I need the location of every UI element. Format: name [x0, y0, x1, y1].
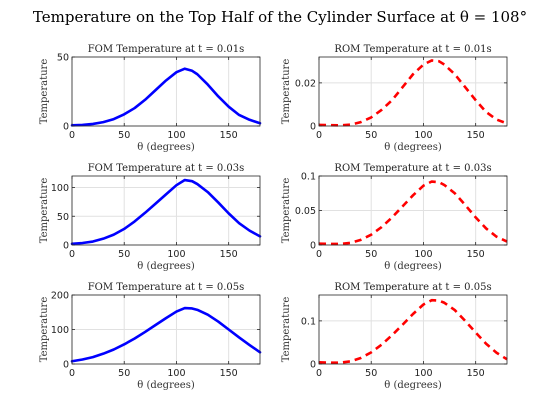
- x-tick-label: 150: [220, 130, 238, 141]
- x-tick-label: 0: [69, 368, 75, 379]
- subplot-title: ROM Temperature at t = 0.03s: [334, 163, 491, 174]
- x-axis-label: θ (degrees): [137, 380, 195, 391]
- x-tick-label: 100: [167, 249, 185, 260]
- series-line: [70, 306, 262, 363]
- x-tick-label: 150: [220, 368, 238, 379]
- y-tick-label: 0.1: [301, 316, 316, 327]
- y-tick-label: 0: [63, 241, 69, 252]
- subplot-title: ROM Temperature at t = 0.05s: [334, 282, 491, 293]
- subplot-1: 0 50 100 150 0 50 FOM Temperature at t = 0.01s…: [39, 44, 262, 153]
- y-tick-label: 50: [57, 212, 69, 223]
- y-tick-label: 0: [63, 360, 69, 371]
- subplot-6: 0 50 100 150 0 0.1 ROM Temperature at t = 0.05…: [281, 282, 508, 391]
- y-tick-label: 0.1: [301, 172, 316, 183]
- series-line: [318, 298, 508, 365]
- y-axis-label: Temperature: [39, 59, 50, 125]
- subplot-3: 0 50 100 150 0 50 100 FOM Temperature at t = 0.…: [39, 163, 262, 272]
- series-line: [70, 67, 262, 127]
- axes-frame: [71, 175, 261, 246]
- y-axis-label: Temperature: [39, 297, 50, 363]
- y-tick-label: 0: [310, 241, 316, 252]
- x-tick-label: 50: [118, 130, 130, 141]
- x-tick-label: 50: [118, 249, 130, 260]
- x-axis-label: θ (degrees): [384, 261, 442, 272]
- series-line: [318, 59, 508, 127]
- x-tick-label: 150: [467, 130, 485, 141]
- x-axis-label: θ (degrees): [384, 142, 442, 153]
- subplot-title: FOM Temperature at t = 0.01s: [88, 44, 245, 55]
- axes-frame: [71, 56, 261, 127]
- x-tick-label: 150: [467, 249, 485, 260]
- figure-title: Temperature on the Top Half of the Cylin…: [33, 8, 527, 26]
- subplot-title: ROM Temperature at t = 0.01s: [334, 44, 491, 55]
- subplot-title: FOM Temperature at t = 0.03s: [88, 163, 245, 174]
- y-tick-label: 0: [310, 122, 316, 133]
- y-tick-label: 100: [51, 325, 69, 336]
- x-tick-label: 50: [365, 249, 377, 260]
- x-tick-label: 0: [316, 368, 322, 379]
- panels: 0 50 100 150 0 50 FOM Temperature at t = 0.01s…: [39, 44, 508, 391]
- x-axis-label: θ (degrees): [137, 142, 195, 153]
- subplot-2: 0 50 100 150 0 0.02 ROM Temperature at t = 0.0…: [281, 44, 508, 153]
- x-tick-label: 0: [316, 130, 322, 141]
- subplot-5: 0 50 100 150 0 100 200 FOM Temperature at t = 0…: [39, 282, 262, 391]
- y-tick-label: 0: [310, 360, 316, 371]
- x-tick-label: 100: [414, 368, 432, 379]
- series-line: [70, 178, 262, 246]
- axes-frame: [318, 56, 508, 127]
- y-tick-label: 100: [51, 183, 69, 194]
- x-axis-label: θ (degrees): [384, 380, 442, 391]
- y-tick-label: 50: [57, 53, 69, 64]
- axes-frame: [318, 294, 508, 365]
- x-tick-label: 50: [118, 368, 130, 379]
- x-tick-label: 100: [167, 130, 185, 141]
- x-tick-label: 50: [365, 130, 377, 141]
- x-tick-label: 150: [467, 368, 485, 379]
- y-tick-label: 200: [51, 291, 69, 302]
- x-tick-label: 0: [69, 249, 75, 260]
- x-axis-label: θ (degrees): [137, 261, 195, 272]
- y-axis-label: Temperature: [39, 178, 50, 244]
- subplot-title: FOM Temperature at t = 0.05s: [88, 282, 245, 293]
- series-line: [318, 180, 508, 246]
- y-tick-label: 0: [63, 122, 69, 133]
- y-tick-label: 0.02: [295, 78, 316, 89]
- x-tick-label: 150: [220, 249, 238, 260]
- y-axis-label: Temperature: [281, 178, 292, 244]
- x-tick-label: 100: [414, 249, 432, 260]
- x-tick-label: 0: [316, 249, 322, 260]
- y-axis-label: Temperature: [281, 297, 292, 363]
- subplot-4: 0 50 100 150 0 0.05 0.1 ROM Temperature at t = …: [281, 163, 508, 272]
- x-tick-label: 100: [414, 130, 432, 141]
- x-tick-label: 100: [167, 368, 185, 379]
- x-tick-label: 50: [365, 368, 377, 379]
- y-axis-label: Temperature: [281, 59, 292, 125]
- x-tick-label: 0: [69, 130, 75, 141]
- y-tick-label: 0.05: [295, 206, 316, 217]
